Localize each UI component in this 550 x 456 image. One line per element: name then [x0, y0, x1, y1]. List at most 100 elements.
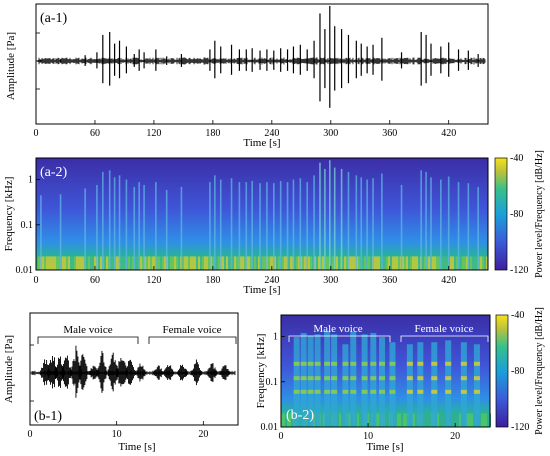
a2-lowfreq-cell — [38, 256, 40, 270]
a2-event-stripe — [40, 195, 42, 270]
a2-lowfreq-cell — [310, 256, 312, 270]
b2-voice-band — [460, 342, 467, 427]
b1-female-bracket — [148, 336, 237, 344]
a2-lowfreq-cell — [136, 256, 138, 270]
a2-lowfreq-cell — [472, 256, 474, 270]
b1-waveform — [31, 345, 236, 398]
a2-lowfreq-cell — [330, 256, 332, 270]
x-tick-label: 420 — [441, 128, 456, 139]
a2-lowfreq-cell — [374, 256, 376, 270]
b2-lowfreq-cell — [369, 413, 371, 427]
a2-lowfreq-cell — [392, 256, 394, 270]
a2-lowfreq-cell — [382, 256, 384, 270]
a2-event-stripe — [108, 170, 111, 270]
a2-lowfreq-cell — [398, 256, 400, 270]
a2-lowfreq-cell — [404, 256, 406, 270]
panel-b2: 0 10 20 1 0.1 0.01 Male voice Female voice (… — [255, 307, 545, 453]
a2-lowfreq-cell — [122, 256, 124, 270]
a2-lowfreq-cell — [386, 256, 388, 270]
a2-event-stripe — [324, 168, 326, 270]
a2-lowfreq-cell — [160, 256, 162, 270]
b2-lowfreq-cell — [427, 413, 429, 427]
b2-harmonic — [389, 389, 396, 394]
a2-lowfreq-cell — [156, 256, 158, 270]
a2-event-stripe — [467, 183, 470, 270]
a2-lowfreq-cell — [282, 256, 284, 270]
a2-lowfreq-cell — [336, 256, 338, 270]
b1-x-axis-label: Time [s] — [118, 441, 155, 453]
b2-harmonic — [406, 389, 413, 394]
a2-event-stripe — [133, 186, 136, 270]
a2-lowfreq-cell — [88, 256, 90, 270]
a2-lowfreq-cell — [168, 256, 170, 270]
a2-lowfreq-cell — [94, 256, 96, 270]
a2-lowfreq-cell — [186, 256, 188, 270]
a2-lowfreq-cell — [70, 256, 72, 270]
a2-lowfreq-cell — [204, 256, 206, 270]
x-tick-label: 0 — [28, 429, 33, 440]
colorbar-tick-label: -120 — [510, 265, 528, 276]
b2-harmonic — [431, 389, 438, 394]
b2-harmonic — [460, 361, 467, 366]
a2-event-stripe — [420, 170, 422, 270]
panel-b1: 0 10 20 Male voice Female voice (b-1) Time… — [3, 312, 239, 453]
b2-harmonic — [379, 389, 386, 394]
b2-harmonic — [342, 389, 349, 394]
a2-lowfreq-cell — [228, 256, 230, 270]
a2-lowfreq-cell — [164, 256, 166, 270]
a2-lowfreq-cell — [436, 256, 438, 270]
b2-lowfreq-cell — [321, 413, 323, 427]
x-tick-label: 240 — [264, 275, 279, 286]
a2-lowfreq-cell — [72, 256, 74, 270]
b2-harmonic — [324, 376, 331, 381]
a2-event-stripe — [230, 178, 233, 270]
a2-event-stripe — [266, 182, 268, 270]
a2-lowfreq-cell — [396, 256, 398, 270]
b2-lowfreq-cell — [479, 413, 481, 427]
a2-event-stripe — [272, 183, 275, 270]
b2-lowfreq-cell — [313, 413, 315, 427]
a2-lowfreq-cell — [338, 256, 340, 270]
a2-lowfreq-cell — [210, 256, 212, 270]
b2-harmonic — [307, 376, 314, 381]
b2-harmonic — [406, 376, 413, 381]
a2-lowfreq-cell — [216, 256, 218, 270]
a2-lowfreq-cell — [142, 256, 144, 270]
a2-lowfreq-cell — [110, 256, 112, 270]
a2-lowfreq-cell — [92, 256, 94, 270]
y-tick-label: 0.01 — [16, 265, 34, 276]
b2-lowfreq-cell — [377, 413, 379, 427]
panel-label-b1: (b-1) — [34, 409, 62, 424]
b2-voice-band — [342, 344, 349, 427]
a2-lowfreq-cell — [112, 256, 114, 270]
b2-harmonic — [460, 389, 467, 394]
a2-lowfreq-cell — [206, 256, 208, 270]
b2-voice-band — [331, 334, 338, 427]
a2-event-stripe — [245, 182, 248, 270]
a2-lowfreq-cell — [236, 256, 238, 270]
b2-voice-band — [406, 344, 413, 427]
a2-lowfreq-cell — [384, 256, 386, 270]
a2-lowfreq-cell — [260, 256, 262, 270]
b2-harmonic — [331, 376, 338, 381]
b2-lowfreq-cell — [289, 413, 291, 427]
a2-lowfreq-cell — [394, 256, 396, 270]
a2-lowfreq-cell — [78, 256, 80, 270]
b2-harmonic — [300, 361, 307, 366]
b2-harmonic — [293, 376, 300, 381]
a2-lowfreq-cell — [176, 256, 178, 270]
a2-frame — [35, 157, 489, 271]
a2-event-stripe — [360, 177, 363, 270]
a2-lowfreq-cell — [98, 256, 100, 270]
b2-lowfreq-cell — [395, 413, 397, 427]
colorbar-tick-label: -80 — [511, 366, 524, 377]
a2-lowfreq-cell — [256, 256, 258, 270]
y-tick-label: 1 — [273, 332, 278, 343]
a2-lowfreq-cell — [120, 256, 122, 270]
a2-lowfreq-cell — [62, 256, 64, 270]
a2-event-stripe — [214, 175, 216, 270]
b2-lowfreq-cell — [405, 413, 407, 427]
a2-lowfreq-cell — [90, 256, 92, 270]
b2-harmonic — [293, 361, 300, 366]
